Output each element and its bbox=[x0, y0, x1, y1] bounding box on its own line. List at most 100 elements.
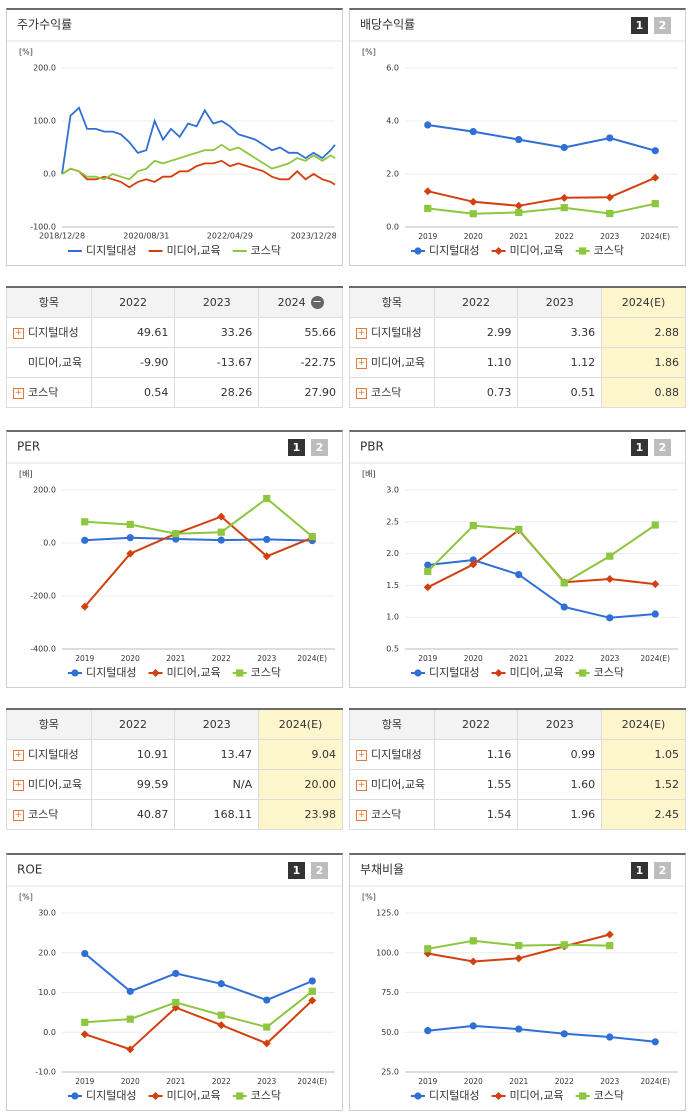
table-cell: + 디지털대성 bbox=[349, 316, 435, 348]
chart-title: 부채비율 bbox=[360, 863, 404, 877]
marker bbox=[423, 949, 432, 958]
x-tick-label: 2020 bbox=[464, 232, 483, 241]
header-cell: 2024(E) bbox=[601, 708, 686, 740]
header-text: 2024(E) bbox=[621, 295, 666, 309]
table-row: + 디지털대성 1.16 0.99 1.05 bbox=[349, 738, 686, 770]
header-text: 항목 bbox=[38, 296, 59, 310]
page-button[interactable] bbox=[654, 862, 671, 879]
y-tick-label: 0.0 bbox=[43, 170, 56, 179]
page-button-label: 2 bbox=[659, 19, 667, 32]
legend-label: 코스닥 bbox=[594, 1089, 624, 1102]
table-cell: 2.45 bbox=[601, 798, 686, 830]
page-button-label: 1 bbox=[293, 864, 301, 877]
cell-text: 1.52 bbox=[654, 777, 680, 791]
marker bbox=[308, 996, 317, 1005]
cell-text: 1.55 bbox=[486, 777, 512, 791]
marker bbox=[308, 533, 316, 541]
page-button[interactable] bbox=[654, 439, 671, 456]
y-tick-label: 30.0 bbox=[38, 909, 56, 918]
header-text: 2024 bbox=[277, 295, 306, 309]
expand-button[interactable]: + bbox=[356, 779, 367, 791]
chart-title: ROE bbox=[17, 863, 42, 877]
expand-button[interactable]: + bbox=[356, 387, 367, 399]
page-button[interactable] bbox=[631, 439, 648, 456]
y-tick-label: 0.5 bbox=[386, 645, 399, 654]
page-button[interactable] bbox=[654, 17, 671, 34]
marker bbox=[172, 998, 180, 1007]
expand-button[interactable]: + bbox=[13, 327, 24, 339]
marker bbox=[469, 937, 477, 945]
chart-panel: ROE 1 2 [%] -10.0 0.0 10.0 20.0 30.0 2019 2020 2021… bbox=[6, 853, 343, 1111]
table-cell: 1.16 bbox=[433, 738, 519, 770]
x-tick-label: 2023 bbox=[600, 654, 619, 663]
table-row: + 미디어,교육 1.55 1.60 1.52 bbox=[349, 768, 686, 800]
table-cell: 9.04 bbox=[258, 738, 343, 770]
cell-text: 55.66 bbox=[304, 325, 337, 339]
expand-button[interactable]: + bbox=[13, 809, 24, 821]
marker bbox=[424, 561, 432, 569]
page-button[interactable] bbox=[311, 439, 328, 456]
unit-label: [배] bbox=[362, 470, 376, 479]
series-line bbox=[84, 536, 313, 542]
marker bbox=[515, 1025, 523, 1033]
legend: 디지털대성 미디어,교육 코스닥 bbox=[67, 1089, 281, 1102]
marker bbox=[308, 977, 316, 985]
series-line bbox=[61, 159, 336, 189]
collapse-button[interactable]: − bbox=[310, 295, 324, 309]
cell-text: 디지털대성 bbox=[28, 748, 79, 761]
cell-text: 1.05 bbox=[654, 747, 680, 761]
page-button[interactable] bbox=[311, 862, 328, 879]
y-tick-label: 10.0 bbox=[38, 988, 56, 997]
cell-text: 20.00 bbox=[304, 777, 337, 791]
page-button[interactable] bbox=[631, 17, 648, 34]
x-tick-label: 2021 bbox=[166, 654, 185, 663]
marker bbox=[651, 610, 659, 618]
marker bbox=[560, 204, 568, 212]
y-tick-label: 2.0 bbox=[386, 549, 399, 558]
y-tick-label: 20.0 bbox=[38, 948, 56, 957]
series-line bbox=[61, 143, 336, 181]
cell-text: -22.75 bbox=[300, 355, 336, 369]
page-button[interactable] bbox=[288, 439, 305, 456]
series-line bbox=[84, 497, 313, 538]
expand-button[interactable]: + bbox=[13, 779, 24, 791]
marker bbox=[151, 669, 160, 677]
marker bbox=[424, 567, 432, 576]
legend-label: 디지털대성 bbox=[86, 1089, 137, 1102]
expand-button[interactable]: + bbox=[356, 749, 367, 761]
x-tick-label: 2024(E) bbox=[297, 654, 327, 663]
page-button[interactable] bbox=[631, 862, 648, 879]
expand-button[interactable]: + bbox=[356, 327, 367, 339]
chart-panel: PBR 1 2 [배] 0.5 1.0 1.5 2.0 2.5 3.0 2019 2020 2021 20… bbox=[349, 430, 686, 688]
chart: 주가수익률 [%] -100.0 0.0 100.0 200.0 2018/12/28 202… bbox=[7, 18, 342, 257]
cell-text: 13.47 bbox=[220, 747, 253, 761]
header-cell: 2024− bbox=[258, 286, 343, 318]
marker bbox=[606, 134, 614, 142]
chart-panel: 주가수익률 [%] -100.0 0.0 100.0 200.0 2018/12/28 202… bbox=[6, 8, 343, 266]
marker bbox=[469, 210, 477, 218]
x-tick-label: 2020 bbox=[464, 654, 483, 663]
table-cell: 49.61 bbox=[90, 316, 176, 348]
marker bbox=[606, 209, 614, 218]
expand-button[interactable]: + bbox=[356, 809, 367, 821]
data-table: 항목 2022 2023 2024(E) + 디지털대성 10.91 13.47 9.04 + 미디… bbox=[6, 708, 343, 830]
page-button-label: 2 bbox=[316, 864, 324, 877]
table-cell: 40.87 bbox=[90, 798, 176, 830]
table-cell: + 코스닥 bbox=[6, 376, 92, 408]
page-button[interactable] bbox=[288, 862, 305, 879]
legend-label: 디지털대성 bbox=[429, 244, 480, 257]
x-tick-label: 2022 bbox=[555, 232, 574, 241]
marker bbox=[515, 135, 523, 144]
cell-text: 1.86 bbox=[654, 355, 680, 369]
x-tick-label: 2019 bbox=[418, 232, 437, 241]
table-cell: + 코스닥 bbox=[349, 798, 435, 830]
table-cell: 99.59 bbox=[90, 768, 176, 800]
expand-button[interactable]: + bbox=[356, 357, 367, 369]
expand-button[interactable]: + bbox=[13, 749, 24, 761]
marker bbox=[560, 143, 568, 152]
y-tick-label: 25.0 bbox=[381, 1068, 399, 1077]
marker bbox=[605, 575, 614, 584]
expand-button[interactable]: + bbox=[13, 387, 24, 399]
cell-text: -9.90 bbox=[139, 355, 169, 369]
header-text: 항목 bbox=[381, 718, 402, 732]
